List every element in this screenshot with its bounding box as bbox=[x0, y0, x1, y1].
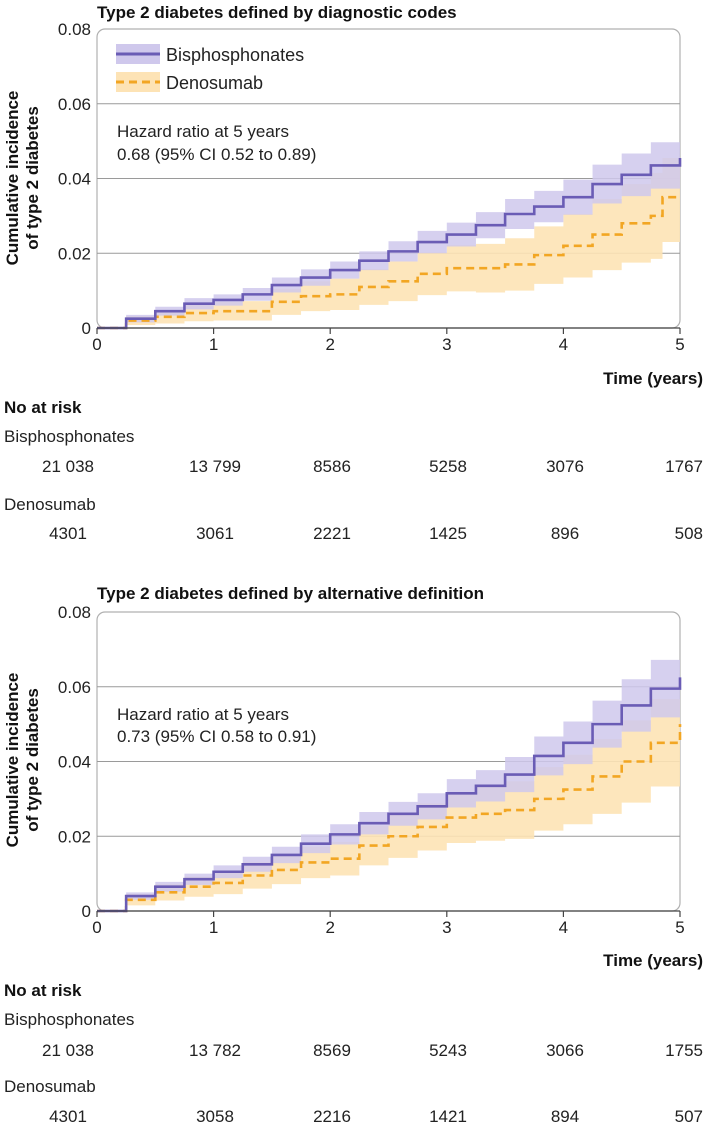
risk-count: 3076 bbox=[546, 457, 584, 476]
x-tick-label: 0 bbox=[92, 335, 101, 354]
y-tick-label: 0.06 bbox=[58, 95, 91, 114]
x-axis-label: Time (years) bbox=[603, 369, 703, 388]
y-tick-labels: 0 0.02 0.04 0.06 0.08 bbox=[58, 603, 91, 921]
confidence-band-denosumab bbox=[97, 156, 680, 328]
risk-count: 2221 bbox=[313, 524, 351, 543]
risk-count: 13 782 bbox=[189, 1041, 241, 1060]
risk-count: 4301 bbox=[49, 524, 87, 543]
x-tick-labels: 0 1 2 3 4 5 bbox=[92, 328, 685, 354]
risk-count: 21 038 bbox=[42, 457, 94, 476]
x-tick-label: 3 bbox=[442, 335, 451, 354]
risk-count: 1755 bbox=[665, 1041, 703, 1060]
risk-count: 4301 bbox=[49, 1107, 87, 1126]
risk-row-bisphosphonates: 21 038 13 782 8569 5243 3066 1755 bbox=[42, 1041, 703, 1060]
x-tick-label: 5 bbox=[675, 918, 684, 937]
legend-label-bisphosphonates: Bisphosphonates bbox=[166, 45, 304, 65]
x-tick-label: 1 bbox=[209, 918, 218, 937]
confidence-band-bisphosphonates bbox=[97, 133, 680, 328]
y-axis-label-line-1: Cumulative incidence bbox=[3, 91, 22, 266]
risk-row-denosumab: 4301 3058 2216 1421 894 507 bbox=[49, 1107, 703, 1126]
y-axis-label-line-2: of type 2 diabetes bbox=[23, 106, 42, 250]
risk-count: 507 bbox=[675, 1107, 703, 1126]
risk-count: 894 bbox=[551, 1107, 579, 1126]
x-tick-label: 1 bbox=[209, 335, 218, 354]
x-tick-label: 2 bbox=[325, 335, 334, 354]
x-tick-label: 4 bbox=[559, 335, 568, 354]
series-lines bbox=[97, 157, 682, 330]
risk-count: 1421 bbox=[429, 1107, 467, 1126]
risk-count: 508 bbox=[675, 524, 703, 543]
risk-count: 3061 bbox=[196, 524, 234, 543]
panel-diagnostic-codes: Type 2 diabetes defined by diagnostic co… bbox=[3, 3, 703, 543]
risk-count: 13 799 bbox=[189, 457, 241, 476]
hazard-ratio-heading: Hazard ratio at 5 years bbox=[117, 705, 289, 724]
series-line-bisphosphonates bbox=[97, 157, 682, 330]
risk-group-label-bisphosphonates: Bisphosphonates bbox=[4, 1010, 134, 1029]
series-line-denosumab bbox=[97, 195, 680, 330]
risk-count: 1767 bbox=[665, 457, 703, 476]
y-tick-label: 0.02 bbox=[58, 827, 91, 846]
legend-label-denosumab: Denosumab bbox=[166, 73, 263, 93]
y-axis-label-line-1: Cumulative incidence bbox=[3, 673, 22, 848]
series-line-bisphosphonates bbox=[97, 677, 682, 913]
y-tick-label: 0 bbox=[82, 902, 91, 921]
risk-row-denosumab: 4301 3061 2221 1425 896 508 bbox=[49, 524, 703, 543]
confidence-band-bisphosphonates bbox=[97, 649, 680, 911]
legend-band-denosumab bbox=[116, 72, 160, 92]
risk-row-bisphosphonates: 21 038 13 799 8586 5258 3076 1767 bbox=[42, 457, 703, 476]
risk-count: 1425 bbox=[429, 524, 467, 543]
chart-title: Type 2 diabetes defined by diagnostic co… bbox=[97, 3, 457, 22]
y-tick-label: 0.08 bbox=[58, 603, 91, 622]
legend: Bisphosphonates Denosumab bbox=[116, 44, 304, 93]
x-axis-label: Time (years) bbox=[603, 951, 703, 970]
y-axis-label-line-2: of type 2 diabetes bbox=[23, 688, 42, 832]
x-tick-label: 0 bbox=[92, 918, 101, 937]
chart-title: Type 2 diabetes defined by alternative d… bbox=[97, 584, 484, 603]
risk-count: 8569 bbox=[313, 1041, 351, 1060]
hazard-ratio-value: 0.73 (95% CI 0.58 to 0.91) bbox=[117, 727, 316, 746]
risk-count: 896 bbox=[551, 524, 579, 543]
series-lines bbox=[97, 677, 682, 913]
series-line-denosumab bbox=[97, 724, 682, 913]
x-tick-label: 4 bbox=[559, 918, 568, 937]
risk-count: 21 038 bbox=[42, 1041, 94, 1060]
risk-table-heading: No at risk bbox=[4, 398, 82, 417]
y-tick-label: 0.02 bbox=[58, 244, 91, 263]
y-tick-label: 0.08 bbox=[58, 20, 91, 39]
risk-group-label-bisphosphonates: Bisphosphonates bbox=[4, 427, 134, 446]
y-tick-label: 0.04 bbox=[58, 753, 91, 772]
y-tick-label: 0.06 bbox=[58, 678, 91, 697]
y-tick-labels: 0 0.02 0.04 0.06 0.08 bbox=[58, 20, 91, 338]
risk-table-heading: No at risk bbox=[4, 981, 82, 1000]
hazard-ratio-value: 0.68 (95% CI 0.52 to 0.89) bbox=[117, 145, 316, 164]
risk-count: 5258 bbox=[429, 457, 467, 476]
y-axis-label: Cumulative incidence of type 2 diabetes bbox=[3, 91, 42, 266]
y-tick-label: 0.04 bbox=[58, 170, 91, 189]
x-tick-labels: 0 1 2 3 4 5 bbox=[92, 911, 685, 937]
risk-group-label-denosumab: Denosumab bbox=[4, 495, 96, 514]
x-tick-label: 5 bbox=[675, 335, 684, 354]
risk-count: 5243 bbox=[429, 1041, 467, 1060]
risk-count: 3058 bbox=[196, 1107, 234, 1126]
risk-count: 8586 bbox=[313, 457, 351, 476]
risk-group-label-denosumab: Denosumab bbox=[4, 1077, 96, 1096]
panel-alternative-definition: Type 2 diabetes defined by alternative d… bbox=[3, 584, 703, 1126]
risk-table: No at risk Bisphosphonates 21 038 13 799 8… bbox=[4, 398, 703, 543]
confidence-bands bbox=[97, 133, 680, 328]
risk-count: 3066 bbox=[546, 1041, 584, 1060]
hazard-ratio-heading: Hazard ratio at 5 years bbox=[117, 122, 289, 141]
y-axis-label: Cumulative incidence of type 2 diabetes bbox=[3, 673, 42, 848]
x-tick-label: 2 bbox=[325, 918, 334, 937]
risk-table: No at risk Bisphosphonates 21 038 13 782 8… bbox=[4, 981, 703, 1126]
risk-count: 2216 bbox=[313, 1107, 351, 1126]
y-tick-label: 0 bbox=[82, 319, 91, 338]
x-tick-label: 3 bbox=[442, 918, 451, 937]
